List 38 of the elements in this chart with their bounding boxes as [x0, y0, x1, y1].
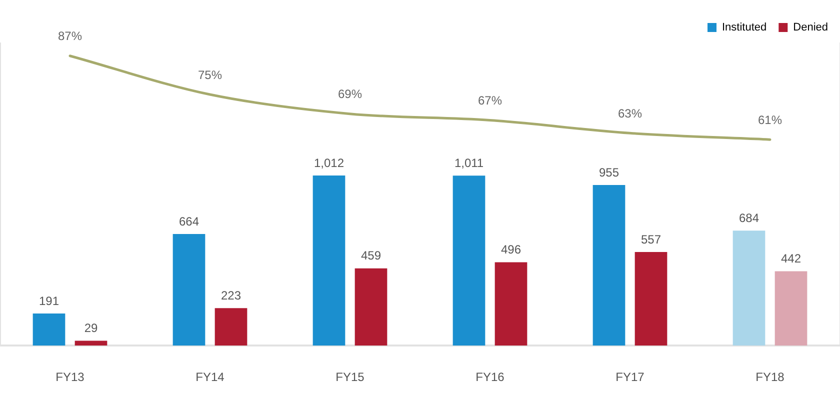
- bar: [172, 234, 206, 346]
- data-label: 87%: [58, 29, 82, 44]
- data-label: 459: [360, 248, 382, 263]
- data-label: 442: [780, 252, 802, 266]
- legend-label: Denied: [793, 22, 828, 34]
- data-label: 496: [500, 242, 522, 257]
- data-label: 69%: [338, 87, 362, 102]
- data-label: 664: [178, 214, 200, 228]
- data-label: 75%: [198, 68, 222, 82]
- data-label: 223: [220, 288, 242, 302]
- x-tick-label: FY17: [616, 370, 645, 384]
- bar: [494, 262, 528, 346]
- data-label: 1,012: [314, 156, 344, 170]
- bar: [634, 252, 668, 346]
- bar: [774, 271, 808, 346]
- bar: [74, 340, 108, 346]
- x-tick-label: FY16: [476, 370, 505, 384]
- bar: [32, 313, 66, 346]
- bar: [214, 308, 248, 346]
- data-label: 1,011: [454, 156, 484, 170]
- bar: [732, 230, 766, 346]
- data-label: 191: [38, 294, 60, 308]
- data-label: 29: [84, 321, 98, 336]
- data-label: 63%: [618, 106, 642, 120]
- bar: [354, 268, 388, 346]
- bar: [592, 185, 626, 346]
- x-tick-label: FY13: [56, 370, 85, 384]
- legend-label: Instituted: [722, 22, 767, 34]
- data-label: 684: [738, 210, 760, 225]
- data-label: 61%: [758, 112, 782, 127]
- x-tick-label: FY15: [336, 370, 365, 384]
- x-tick-label: FY18: [756, 370, 785, 384]
- data-label: 67%: [478, 94, 502, 108]
- x-tick-label: FY14: [196, 370, 225, 384]
- data-label: 955: [598, 165, 620, 180]
- bar: [452, 176, 486, 346]
- bar: [312, 175, 346, 346]
- data-label: 557: [640, 232, 662, 246]
